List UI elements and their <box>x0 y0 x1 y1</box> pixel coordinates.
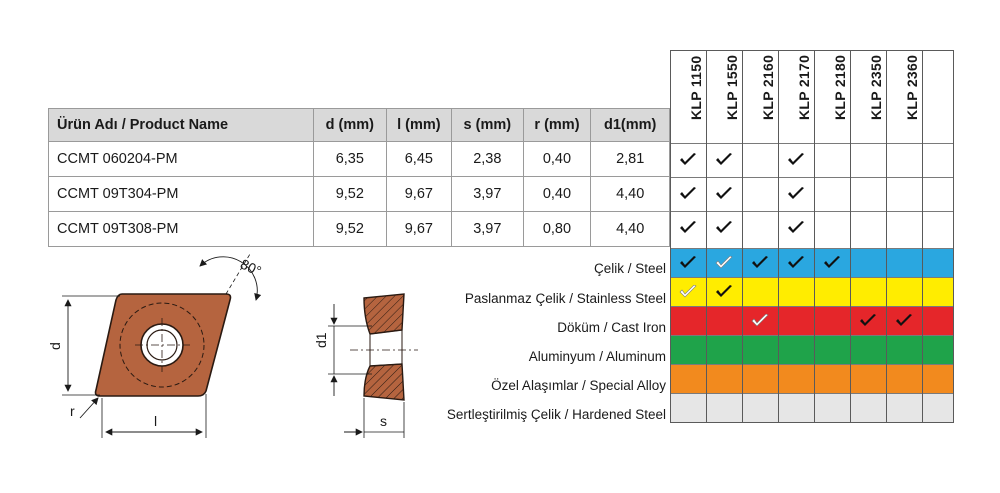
check-icon <box>716 153 732 165</box>
column-header: d1(mm) <box>590 108 670 142</box>
grade-product-row <box>670 143 954 178</box>
grid-column-line <box>706 50 707 422</box>
check-icon <box>680 221 696 233</box>
check-icon <box>860 313 876 326</box>
material-band <box>670 306 954 336</box>
table-cell: 9,67 <box>385 211 453 247</box>
angle-label: 80° <box>238 256 264 279</box>
check-icon <box>716 284 732 297</box>
grade-header: KLP 2170 <box>796 54 812 120</box>
check-icon <box>788 221 804 233</box>
product-name-cell: CCMT 060204-PM <box>48 141 314 177</box>
insert-top-view-drawing: d l r 80° <box>47 253 264 438</box>
check-icon <box>680 187 696 199</box>
check-icon <box>715 255 733 268</box>
inscribed-circle <box>119 302 205 388</box>
check-icon <box>788 153 804 165</box>
table-cell: 4,40 <box>590 176 670 212</box>
column-header: r (mm) <box>522 108 592 142</box>
table-cell: 2,38 <box>451 141 524 177</box>
r-dimension-label: r <box>70 403 75 419</box>
grade-compatibility-grid: KLP 1150 KLP 1550 KLP 2160 KLP 2170 KLP … <box>670 50 954 433</box>
column-header: Ürün Adı / Product Name <box>48 108 314 142</box>
check-icon <box>716 187 732 199</box>
material-band <box>670 335 954 365</box>
s-dimension-label: s <box>380 413 387 429</box>
table-cell: 0,80 <box>522 211 592 247</box>
d-dimension-label: d <box>47 342 63 350</box>
check-icon <box>680 153 696 165</box>
grade-header: KLP 2350 <box>868 54 884 120</box>
section-upper <box>363 293 405 335</box>
grid-column-line <box>778 50 779 422</box>
grid-column-line <box>742 50 743 422</box>
grade-header: KLP 2160 <box>760 54 776 120</box>
grid-column-line <box>850 50 851 422</box>
grade-header: KLP 2180 <box>832 54 848 120</box>
table-cell: 4,40 <box>590 211 670 247</box>
table-cell: 3,97 <box>451 211 524 247</box>
material-band <box>670 393 954 423</box>
table-cell: 9,52 <box>313 211 387 247</box>
check-icon <box>788 255 804 268</box>
grade-product-row <box>670 177 954 212</box>
material-label-special-alloy: Özel Alaşımlar / Special Alloy <box>491 378 666 393</box>
material-label-steel: Çelik / Steel <box>593 261 666 276</box>
check-icon <box>896 313 912 326</box>
grade-product-row <box>670 211 954 246</box>
check-icon <box>679 284 697 297</box>
material-label-hardened-steel: Sertleştirilmiş Çelik / Hardened Steel <box>446 407 666 422</box>
check-icon <box>752 255 768 268</box>
grade-header: KLP 1150 <box>688 55 704 120</box>
material-label-aluminum: Aluminyum / Aluminum <box>528 349 666 364</box>
grid-column-line <box>670 50 671 422</box>
check-icon <box>788 187 804 199</box>
table-row: CCMT 09T308-PM 9,52 9,67 3,97 0,80 4,40 <box>48 211 670 247</box>
product-name-cell: CCMT 09T304-PM <box>48 176 314 212</box>
material-label-cast-iron: Döküm / Cast Iron <box>557 320 666 335</box>
column-header: s (mm) <box>451 108 524 142</box>
table-cell: 0,40 <box>522 176 592 212</box>
section-lower <box>363 363 405 401</box>
grid-column-line <box>814 50 815 422</box>
table-row: CCMT 060204-PM 6,35 6,45 2,38 0,40 2,81 <box>48 141 670 177</box>
check-icon <box>680 255 696 268</box>
material-label-stainless: Paslanmaz Çelik / Stainless Steel <box>464 291 666 306</box>
table-cell: 2,81 <box>590 141 670 177</box>
material-band <box>670 277 954 307</box>
d1-dimension-label: d1 <box>313 332 329 348</box>
table-cell: 6,35 <box>313 141 387 177</box>
table-cell: 6,45 <box>385 141 453 177</box>
grid-column-line <box>953 50 954 422</box>
table-header-row: Ürün Adı / Product Name d (mm) l (mm) s … <box>48 108 670 142</box>
grid-column-line <box>922 50 923 422</box>
grid-bottom-border <box>670 422 954 423</box>
grid-column-line <box>886 50 887 422</box>
product-name-cell: CCMT 09T308-PM <box>48 211 314 247</box>
column-header: d (mm) <box>313 108 387 142</box>
table-cell: 9,67 <box>385 176 453 212</box>
grid-top-border <box>670 50 954 51</box>
check-icon <box>716 221 732 233</box>
grade-header: KLP 2360 <box>904 54 920 120</box>
table-cell: 9,52 <box>313 176 387 212</box>
table-cell: 0,40 <box>522 141 592 177</box>
material-band <box>670 248 954 278</box>
table-row: CCMT 09T304-PM 9,52 9,67 3,97 0,40 4,40 <box>48 176 670 212</box>
table-cell: 3,97 <box>451 176 524 212</box>
grade-header: KLP 1550 <box>724 54 740 120</box>
insert-section-drawing: d1 s <box>313 293 418 438</box>
product-table: Ürün Adı / Product Name d (mm) l (mm) s … <box>48 108 670 247</box>
l-dimension-label: l <box>154 413 157 429</box>
column-header: l (mm) <box>385 108 453 142</box>
material-band <box>670 364 954 394</box>
check-icon <box>751 313 769 326</box>
check-icon <box>824 255 840 268</box>
